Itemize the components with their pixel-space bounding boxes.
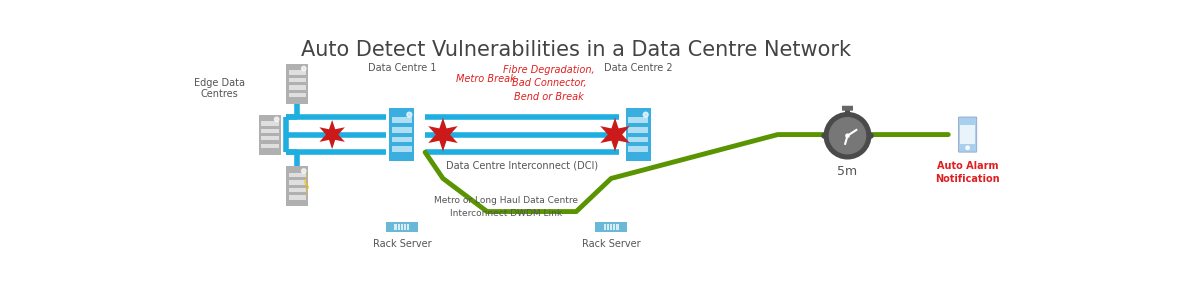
FancyBboxPatch shape xyxy=(288,93,306,97)
FancyBboxPatch shape xyxy=(287,166,308,206)
Polygon shape xyxy=(428,118,457,152)
FancyBboxPatch shape xyxy=(288,70,306,75)
Text: Rack Server: Rack Server xyxy=(372,239,431,249)
FancyBboxPatch shape xyxy=(629,136,648,142)
FancyBboxPatch shape xyxy=(629,117,648,123)
FancyBboxPatch shape xyxy=(401,224,403,230)
Circle shape xyxy=(846,134,850,137)
FancyBboxPatch shape xyxy=(629,127,648,133)
FancyBboxPatch shape xyxy=(392,117,412,123)
FancyBboxPatch shape xyxy=(392,127,412,133)
Circle shape xyxy=(829,118,865,154)
Text: Edge Data
Centres: Edge Data Centres xyxy=(194,78,245,99)
Polygon shape xyxy=(600,118,630,152)
Text: 5m: 5m xyxy=(838,165,858,178)
FancyBboxPatch shape xyxy=(288,173,306,177)
Text: Metro or Long Haul Data Centre
Interconnect DWDM Link: Metro or Long Haul Data Centre Interconn… xyxy=(434,196,578,218)
Polygon shape xyxy=(319,120,344,149)
FancyBboxPatch shape xyxy=(607,224,610,230)
Circle shape xyxy=(301,169,306,173)
FancyBboxPatch shape xyxy=(287,64,308,104)
FancyBboxPatch shape xyxy=(288,195,306,200)
Text: Data Centre 2: Data Centre 2 xyxy=(604,63,672,73)
FancyBboxPatch shape xyxy=(959,117,977,152)
FancyBboxPatch shape xyxy=(617,224,619,230)
Circle shape xyxy=(301,66,306,71)
FancyBboxPatch shape xyxy=(288,180,306,184)
Circle shape xyxy=(824,112,871,159)
FancyBboxPatch shape xyxy=(385,222,418,232)
FancyBboxPatch shape xyxy=(629,146,648,152)
Text: Rack Server: Rack Server xyxy=(582,239,641,249)
Circle shape xyxy=(407,112,412,117)
FancyBboxPatch shape xyxy=(960,125,974,144)
FancyBboxPatch shape xyxy=(613,224,616,230)
FancyBboxPatch shape xyxy=(288,85,306,90)
FancyBboxPatch shape xyxy=(262,136,278,140)
Circle shape xyxy=(822,134,827,138)
FancyBboxPatch shape xyxy=(626,108,650,161)
FancyBboxPatch shape xyxy=(392,136,412,142)
FancyBboxPatch shape xyxy=(262,143,278,148)
Text: Auto Alarm
Notification: Auto Alarm Notification xyxy=(935,161,1000,184)
FancyBboxPatch shape xyxy=(395,224,397,230)
FancyBboxPatch shape xyxy=(288,188,306,192)
Text: Fibre Degradation,
Bad Connector,
Bend or Break: Fibre Degradation, Bad Connector, Bend o… xyxy=(503,65,595,102)
FancyBboxPatch shape xyxy=(842,106,853,111)
Text: Auto Detect Vulnerabilities in a Data Centre Network: Auto Detect Vulnerabilities in a Data Ce… xyxy=(301,40,851,60)
FancyBboxPatch shape xyxy=(397,224,400,230)
Circle shape xyxy=(966,146,970,149)
FancyBboxPatch shape xyxy=(595,222,628,232)
FancyBboxPatch shape xyxy=(407,224,409,230)
FancyBboxPatch shape xyxy=(390,108,414,161)
Text: Data Centre Interconnect (DCI): Data Centre Interconnect (DCI) xyxy=(446,161,598,171)
FancyBboxPatch shape xyxy=(392,146,412,152)
FancyBboxPatch shape xyxy=(610,224,612,230)
Text: Metro Break: Metro Break xyxy=(456,74,516,84)
FancyBboxPatch shape xyxy=(262,121,278,126)
FancyBboxPatch shape xyxy=(404,224,407,230)
Text: Data Centre 1: Data Centre 1 xyxy=(367,63,436,73)
FancyBboxPatch shape xyxy=(288,78,306,82)
FancyBboxPatch shape xyxy=(604,224,606,230)
FancyBboxPatch shape xyxy=(845,109,851,114)
Polygon shape xyxy=(304,171,310,199)
Circle shape xyxy=(869,134,874,138)
Circle shape xyxy=(643,112,648,117)
FancyBboxPatch shape xyxy=(259,115,281,154)
Circle shape xyxy=(275,117,278,122)
FancyBboxPatch shape xyxy=(262,129,278,133)
